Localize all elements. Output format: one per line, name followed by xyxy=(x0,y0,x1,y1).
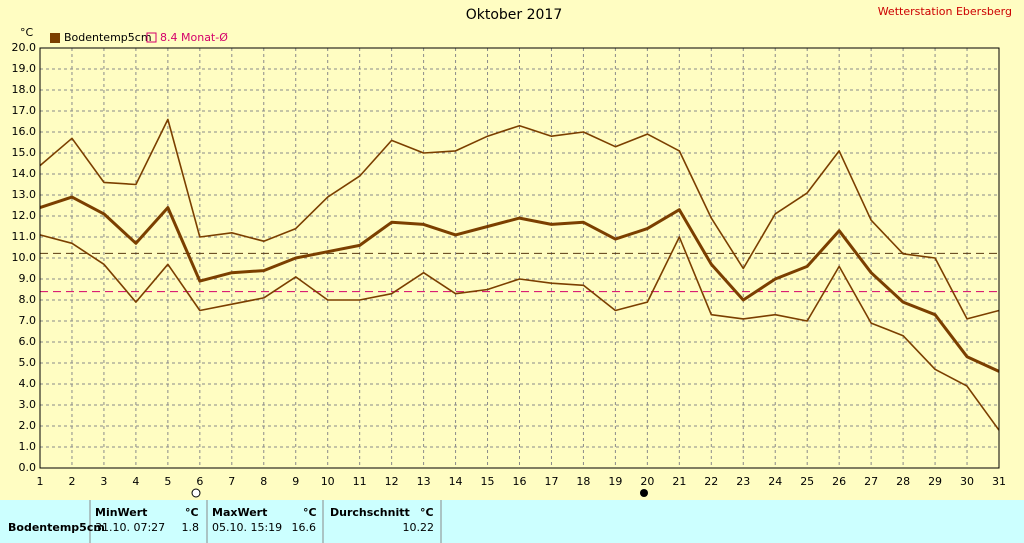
y-tick-label: 14.0 xyxy=(12,167,37,180)
moon-icon xyxy=(640,489,648,497)
reference-value: 8.4 xyxy=(160,31,178,44)
y-tick-label: 6.0 xyxy=(19,335,37,348)
station-name: Wetterstation Ebersberg xyxy=(878,5,1012,18)
table-cell: 10.22 xyxy=(403,521,435,534)
y-tick-label: 19.0 xyxy=(12,62,37,75)
table-cell: 05.10. 15:19 xyxy=(212,521,282,534)
x-tick-label: 1 xyxy=(37,475,44,488)
plot-frame xyxy=(39,47,1000,469)
y-tick-label: 12.0 xyxy=(12,209,37,222)
y-tick-label: 18.0 xyxy=(12,83,37,96)
x-tick-label: 9 xyxy=(292,475,299,488)
x-tick-label: 4 xyxy=(132,475,139,488)
x-tick-label: 18 xyxy=(576,475,590,488)
series-line xyxy=(39,195,1000,373)
y-tick-label: 16.0 xyxy=(12,125,37,138)
x-tick-label: 31 xyxy=(992,475,1006,488)
legend-label: 8.4 Monat-Ø xyxy=(160,31,228,44)
y-tick-label: 13.0 xyxy=(12,188,37,201)
y-tick-label: 2.0 xyxy=(19,419,37,432)
x-tick-label: 7 xyxy=(228,475,235,488)
x-tick-label: 25 xyxy=(800,475,814,488)
x-tick-label: 8 xyxy=(260,475,267,488)
x-tick-label: 28 xyxy=(896,475,910,488)
x-tick-label: 5 xyxy=(164,475,171,488)
x-tick-label: 15 xyxy=(481,475,495,488)
x-tick-label: 6 xyxy=(196,475,203,488)
y-tick-label: 11.0 xyxy=(12,230,37,243)
y-tick-label: 7.0 xyxy=(19,314,37,327)
y-tick-label: 10.0 xyxy=(12,251,37,264)
table-header: °C xyxy=(303,506,317,519)
chart-title: Oktober 2017 xyxy=(466,7,563,23)
x-tick-label: 12 xyxy=(385,475,399,488)
x-tick-label: 3 xyxy=(100,475,107,488)
legend-label: Bodentemp5cm xyxy=(64,31,152,44)
series-line xyxy=(39,118,1000,320)
x-tick-label: 13 xyxy=(417,475,431,488)
x-tick-label: 21 xyxy=(672,475,686,488)
table-background xyxy=(0,500,1024,543)
table-header: MinWert xyxy=(95,506,147,519)
table-cell: 31.10. 07:27 xyxy=(95,521,165,534)
y-tick-label: 4.0 xyxy=(19,377,37,390)
x-tick-label: 17 xyxy=(544,475,558,488)
y-tick-label: 9.0 xyxy=(19,272,37,285)
table-cell: 16.6 xyxy=(292,521,317,534)
x-tick-label: 24 xyxy=(768,475,782,488)
y-tick-label: 15.0 xyxy=(12,146,37,159)
plot xyxy=(39,47,1000,469)
x-tick-label: 14 xyxy=(449,475,463,488)
x-tick-label: 16 xyxy=(513,475,527,488)
x-tick-label: 27 xyxy=(864,475,878,488)
y-tick-label: 20.0 xyxy=(12,41,37,54)
x-tick-label: 22 xyxy=(704,475,718,488)
series-line xyxy=(39,234,1000,431)
x-tick-label: 30 xyxy=(960,475,974,488)
table-cell: 1.8 xyxy=(182,521,200,534)
y-tick-label: 1.0 xyxy=(19,440,37,453)
x-tick-label: 26 xyxy=(832,475,846,488)
legend-swatch xyxy=(146,32,157,43)
y-tick-label: 0.0 xyxy=(19,461,37,474)
x-tick-label: 2 xyxy=(68,475,75,488)
table-lines xyxy=(89,500,442,543)
x-tick-label: 20 xyxy=(640,475,654,488)
y-tick-label: 17.0 xyxy=(12,104,37,117)
y-tick-label: 8.0 xyxy=(19,293,37,306)
x-tick-label: 19 xyxy=(608,475,622,488)
x-tick-label: 11 xyxy=(353,475,367,488)
moon-icon xyxy=(191,488,201,498)
y-unit: °C xyxy=(20,26,34,39)
x-tick-label: 29 xyxy=(928,475,942,488)
table-header: °C xyxy=(420,506,434,519)
table-header: °C xyxy=(185,506,199,519)
x-tick-label: 23 xyxy=(736,475,750,488)
legend-swatch xyxy=(50,33,60,43)
reference-label: Monat-Ø xyxy=(181,31,228,44)
y-tick-label: 3.0 xyxy=(19,398,37,411)
table-row-name: Bodentemp5cm xyxy=(8,521,105,534)
chart-background xyxy=(0,0,1024,500)
table-header: Durchschnitt xyxy=(330,506,410,519)
x-tick-label: 10 xyxy=(321,475,335,488)
table-header: MaxWert xyxy=(212,506,267,519)
y-tick-label: 5.0 xyxy=(19,356,37,369)
